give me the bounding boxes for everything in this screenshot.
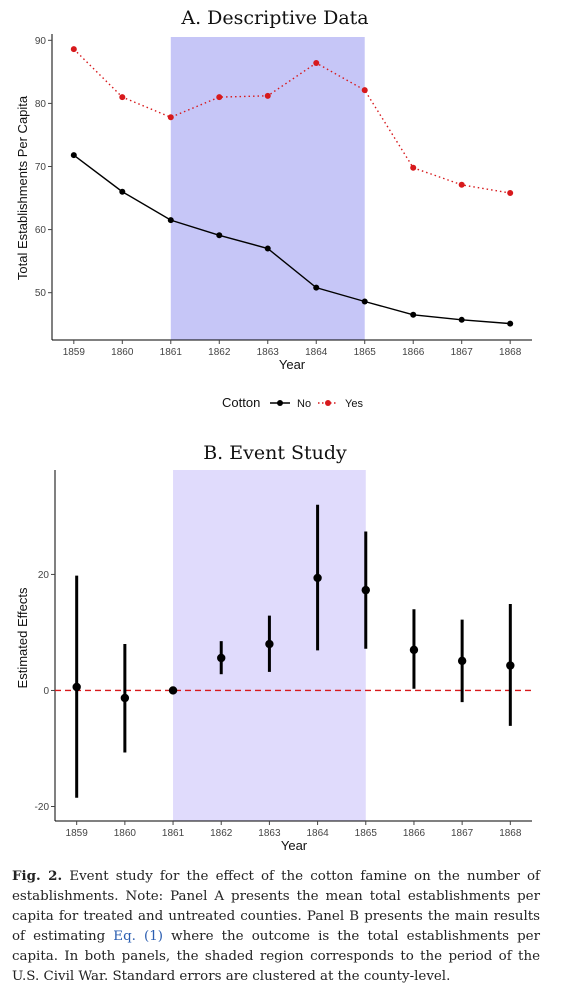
point-estimate <box>313 573 322 583</box>
panel-a-legend: Cotton No Yes <box>222 395 363 410</box>
series-no-line <box>73 154 511 325</box>
x-tick-label: 1865 <box>355 828 378 839</box>
figure-caption: Fig. 2. Event study for the effect of th… <box>12 866 540 987</box>
x-tick-label: 1861 <box>160 347 183 358</box>
point-estimate <box>72 682 81 692</box>
x-tick-label: 1867 <box>451 828 474 839</box>
series-yes-point <box>361 87 368 94</box>
series-no-point <box>216 232 223 239</box>
x-tick-label: 1859 <box>66 828 89 839</box>
series-no-point <box>264 245 271 252</box>
y-tick-label: 60 <box>35 225 47 236</box>
x-tick-label: 1867 <box>451 347 474 358</box>
series-yes-point <box>119 94 126 101</box>
y-tick-label: 20 <box>38 570 50 581</box>
caption-text-part2: where the outcome is the total establish… <box>12 929 540 984</box>
y-tick-label: -20 <box>35 802 50 813</box>
series-no-point <box>361 298 368 305</box>
legend-yes-label: Yes <box>345 398 363 410</box>
x-tick-label: 1865 <box>354 347 377 358</box>
series-yes-point <box>264 92 271 99</box>
panel-a-plot-area: 50 60 70 80 90 1859 1860 1861 1862 1863 1864 1865 18… <box>35 34 532 358</box>
x-tick-label: 1866 <box>402 347 425 358</box>
point-estimate <box>265 639 274 649</box>
x-tick-label: 1866 <box>403 828 426 839</box>
point-estimate <box>361 585 370 595</box>
series-yes-point <box>507 189 514 196</box>
point-estimate <box>217 653 226 663</box>
x-tick-label: 1860 <box>111 347 134 358</box>
legend-no-label: No <box>297 398 311 410</box>
series-yes-point <box>216 94 223 101</box>
y-tick-label: 90 <box>35 36 47 47</box>
x-tick-label: 1863 <box>257 347 280 358</box>
series-yes-point <box>313 60 320 67</box>
x-tick-label: 1868 <box>499 828 522 839</box>
x-tick-label: 1868 <box>499 347 522 358</box>
series-yes-point <box>410 164 417 171</box>
caption-label: Fig. 2. <box>12 868 63 884</box>
x-tick-label: 1860 <box>114 828 137 839</box>
civil-war-shaded-region <box>170 37 365 340</box>
panel-a-title: A. Descriptive Data <box>180 7 368 29</box>
x-tick-label: 1862 <box>208 347 231 358</box>
series-no-point <box>458 316 465 323</box>
panel-a-chart: A. Descriptive Data 50 60 70 80 90 1859 1860 18… <box>15 7 532 410</box>
panel-b-plot-area: -20 0 20 1859 1860 1861 1862 1863 1864 1865 1866 18… <box>35 470 532 839</box>
series-no-point <box>70 152 77 159</box>
panel-a-y-axis-title: Total Establishments Per Capita <box>15 95 30 280</box>
series-yes-point <box>458 181 465 188</box>
point-estimate <box>168 686 178 695</box>
point-estimate <box>506 661 515 670</box>
point-estimate <box>409 645 419 655</box>
y-tick-label: 0 <box>43 686 49 697</box>
series-no-point <box>410 311 417 318</box>
x-tick-label: 1859 <box>63 347 86 358</box>
panel-b-y-axis-title: Estimated Effects <box>15 587 30 688</box>
legend-title: Cotton <box>222 395 260 410</box>
point-estimate <box>457 656 467 666</box>
series-no-point <box>119 188 126 195</box>
panel-b-x-axis-title: Year <box>281 838 308 853</box>
legend-yes-marker <box>325 400 331 406</box>
x-tick-label: 1861 <box>162 828 185 839</box>
x-tick-label: 1864 <box>306 828 329 839</box>
series-no-point <box>167 217 174 224</box>
panel-a-x-axis-title: Year <box>279 357 306 372</box>
series-no-point <box>507 320 514 327</box>
x-tick-label: 1862 <box>210 828 233 839</box>
panel-b-title: B. Event Study <box>203 442 347 464</box>
x-tick-label: 1863 <box>258 828 281 839</box>
y-tick-label: 70 <box>35 162 47 173</box>
series-yes-point <box>167 114 174 121</box>
series-yes-point <box>70 46 77 53</box>
y-tick-label: 50 <box>35 288 47 299</box>
legend-no-marker <box>277 400 283 406</box>
caption-text-part1: Event study for the effect of the cotton… <box>12 869 540 944</box>
x-tick-label: 1864 <box>305 347 328 358</box>
equation-link[interactable]: Eq. (1) <box>113 929 164 944</box>
point-estimate <box>120 693 130 703</box>
y-tick-label: 80 <box>35 99 47 110</box>
series-no-point <box>313 284 320 291</box>
panel-b-chart: B. Event Study -20 0 20 1859 1860 1861 1862 186… <box>15 442 532 853</box>
